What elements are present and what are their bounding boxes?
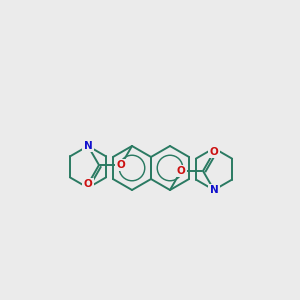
Text: O: O [210, 147, 218, 157]
Text: O: O [84, 179, 92, 189]
Text: O: O [117, 160, 125, 170]
Text: N: N [84, 141, 92, 151]
Text: O: O [177, 166, 185, 176]
Text: N: N [210, 185, 218, 195]
